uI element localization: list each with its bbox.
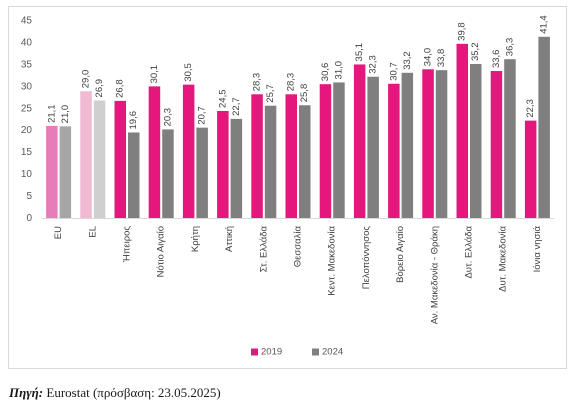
x-tick-label: Αν. Μακεδονία - Θράκη — [429, 226, 440, 324]
x-tick-label: Κρήτη — [190, 226, 201, 252]
y-tick-label: 25 — [21, 103, 33, 114]
data-label-2024: 22,7 — [231, 97, 242, 116]
bar-2024 — [93, 100, 106, 219]
x-axis: EU EL Ήπειρος Νότιο Αιγαίο Κρήτη Αττική Στ. Ελ… — [53, 225, 543, 324]
bar-chart: 0 5 10 15 20 25 30 35 40 45 21,1 21,0 29,0 26,9 26,8 1… — [8, 6, 567, 369]
data-label-2024: 41,4 — [539, 15, 550, 34]
data-label-2019: 34,0 — [423, 48, 434, 67]
bar-2024 — [299, 105, 311, 219]
x-tick-label: Πελοπόννησος — [361, 226, 372, 290]
bar-2024 — [538, 36, 550, 219]
data-label-2019: 28,3 — [252, 73, 263, 92]
data-label-2024: 20,7 — [197, 106, 208, 125]
data-label-2019: 26,8 — [115, 79, 126, 98]
bar-2019 — [456, 43, 468, 219]
data-label-2024: 33,8 — [436, 49, 447, 68]
bar-2019 — [148, 86, 161, 219]
x-tick-label: Θεσσαλία — [293, 225, 304, 267]
x-tick-label: Βόρειο Αιγαίο — [395, 226, 406, 283]
bar-2024 — [196, 127, 208, 219]
x-tick-label: Νότιο Αιγαίο — [156, 226, 167, 277]
legend-label-2024: 2024 — [322, 347, 343, 358]
bar-2024 — [128, 132, 140, 219]
bar-2019 — [490, 71, 503, 219]
x-tick-label: Ιόνια νησιά — [532, 225, 543, 272]
bar-2019 — [388, 83, 400, 219]
x-tick-label: Ήπειρος — [122, 226, 133, 264]
y-tick-label: 45 — [21, 16, 33, 27]
bar-2019 — [182, 84, 195, 219]
y-tick-label: 40 — [21, 37, 33, 48]
y-tick-label: 10 — [21, 169, 33, 180]
data-label-2019: 30,6 — [320, 63, 331, 82]
bar-2019 — [217, 110, 229, 219]
data-label-2019: 21,1 — [46, 104, 57, 123]
bar-2019 — [46, 125, 58, 219]
source-note: Πηγή: Eurostat (πρόσβαση: 23.05.2025) — [9, 385, 221, 401]
y-tick-label: 30 — [21, 81, 33, 92]
bar-2024 — [230, 118, 243, 219]
bar-2019 — [285, 94, 297, 219]
bar-2019 — [251, 94, 263, 219]
x-tick-label: Αττική — [224, 226, 235, 252]
bar-2019 — [422, 69, 434, 219]
legend-swatch-2024 — [312, 348, 319, 356]
y-tick-label: 35 — [21, 59, 33, 70]
data-label-2024: 19,6 — [128, 111, 139, 130]
bar-2019 — [319, 84, 332, 219]
x-tick-label: Κεντ. Μακεδονία — [327, 225, 338, 295]
data-label-2024: 20,3 — [162, 108, 173, 127]
data-label-2024: 21,0 — [60, 105, 71, 124]
bar-2024 — [162, 129, 174, 219]
bar-2024 — [367, 76, 379, 219]
legend: 2019 2024 — [251, 347, 343, 358]
y-tick-label: 0 — [26, 213, 32, 224]
data-label-2019: 28,3 — [286, 73, 297, 92]
data-label-2024: 26,9 — [94, 79, 105, 98]
bar-2024 — [333, 82, 345, 219]
data-label-2024: 32,3 — [368, 55, 379, 74]
bar-2019 — [114, 100, 126, 219]
data-label-2024: 33,2 — [402, 51, 413, 70]
bar-2019 — [80, 91, 92, 219]
bar-2024 — [59, 126, 72, 219]
data-label-2019: 24,5 — [217, 89, 228, 108]
bars — [46, 36, 550, 219]
legend-swatch-2019 — [251, 348, 258, 356]
bar-2019 — [353, 64, 366, 219]
data-label-2019: 29,0 — [81, 70, 92, 89]
bar-2019 — [524, 120, 537, 219]
legend-label-2019: 2019 — [261, 347, 282, 358]
bar-2024 — [470, 64, 482, 219]
bar-2024 — [435, 70, 448, 219]
data-label-2019: 39,8 — [457, 22, 468, 41]
data-labels: 21,1 21,0 29,0 26,9 26,8 19,6 30,1 20,3 30,5 20,7… — [46, 15, 549, 129]
data-label-2019: 30,7 — [388, 62, 399, 81]
bar-2024 — [401, 72, 414, 219]
source-label: Πηγή: — [9, 385, 44, 400]
y-axis: 0 5 10 15 20 25 30 35 40 45 — [21, 16, 33, 225]
data-label-2024: 36,3 — [504, 38, 515, 57]
x-tick-label: Δυτ. Ελλάδα — [464, 226, 475, 279]
data-label-2019: 30,5 — [183, 63, 194, 82]
data-label-2024: 25,7 — [265, 84, 276, 103]
data-label-2019: 22,3 — [525, 99, 536, 118]
x-tick-label: EU — [53, 226, 64, 239]
data-label-2019: 35,1 — [354, 43, 365, 62]
x-tick-label: Δυτ. Μακεδονία — [498, 225, 509, 291]
source-text: Eurostat (πρόσβαση: 23.05.2025) — [46, 385, 221, 400]
y-tick-label: 5 — [26, 191, 32, 202]
bar-2024 — [504, 59, 516, 219]
data-label-2024: 35,2 — [470, 43, 481, 62]
data-label-2024: 31,0 — [333, 61, 344, 80]
data-label-2024: 25,8 — [299, 84, 310, 103]
data-label-2019: 30,1 — [149, 65, 160, 84]
y-tick-label: 20 — [21, 125, 33, 136]
x-tick-label: Στ. Ελλάδα — [258, 225, 269, 272]
bar-2024 — [264, 105, 277, 219]
x-tick-label: EL — [87, 226, 98, 238]
y-tick-label: 15 — [21, 147, 33, 158]
data-label-2019: 33,6 — [491, 50, 502, 69]
